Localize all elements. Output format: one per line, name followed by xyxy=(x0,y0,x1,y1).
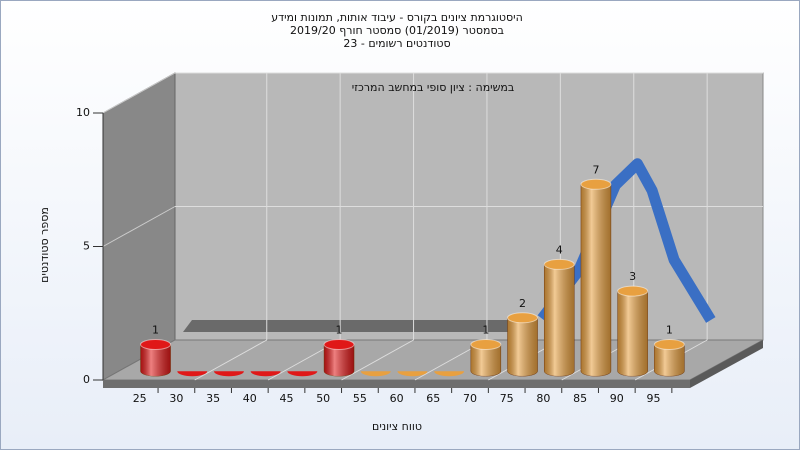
bar-cap xyxy=(543,258,575,270)
bar xyxy=(287,371,318,377)
curve xyxy=(537,158,716,323)
chart-subtitle: סטודנטים רשומים - 23 xyxy=(343,37,450,50)
bar-cap xyxy=(323,339,355,350)
bar xyxy=(617,285,649,377)
bar xyxy=(140,339,172,377)
bar-cap xyxy=(653,339,685,350)
data-label: 1 xyxy=(152,324,159,337)
grid-line-x xyxy=(194,339,267,381)
x-tick-label: 90 xyxy=(610,392,624,405)
bar-cap xyxy=(580,178,612,190)
bar-cap xyxy=(470,339,502,350)
bar-body xyxy=(360,371,391,377)
bar-shade xyxy=(617,291,648,377)
bar xyxy=(434,371,465,377)
bar-body xyxy=(213,371,244,377)
bar xyxy=(580,178,612,377)
bar-shade xyxy=(324,344,355,377)
x-tick-label: 45 xyxy=(280,392,294,405)
bar xyxy=(250,371,281,377)
x-tick-label: 30 xyxy=(169,392,183,405)
x-tick-label: 35 xyxy=(206,392,220,405)
x-tick-label: 65 xyxy=(426,392,440,405)
floor-edge xyxy=(690,340,763,388)
data-label: 1 xyxy=(482,324,489,337)
bar-shade xyxy=(140,344,171,377)
chart-subtitle: בסמסטר (01/2019) סמסטר חורף 2019/20 xyxy=(290,24,504,37)
x-tick-label: 75 xyxy=(500,392,514,405)
bar-cap xyxy=(507,312,539,324)
data-label: 1 xyxy=(336,324,343,337)
bar xyxy=(323,339,355,377)
bar-body xyxy=(397,371,428,377)
x-tick-label: 25 xyxy=(133,392,147,405)
x-tick-label: 60 xyxy=(390,392,404,405)
bar-body xyxy=(177,371,208,377)
bar xyxy=(653,339,685,377)
bar-body xyxy=(287,371,318,377)
bar-shade xyxy=(507,317,538,377)
bar xyxy=(543,258,575,377)
back-strip xyxy=(183,320,515,332)
x-tick-label: 95 xyxy=(647,392,661,405)
data-label: 2 xyxy=(519,297,526,310)
grid-line-x xyxy=(341,339,414,381)
x-tick-label: 40 xyxy=(243,392,257,405)
y-tick-label: 10 xyxy=(76,106,90,119)
bar xyxy=(470,339,502,377)
data-label: 4 xyxy=(556,243,563,256)
x-tick-label: 55 xyxy=(353,392,367,405)
bar-shade xyxy=(654,344,685,377)
bar xyxy=(397,371,428,377)
annotation: במשימה : ציון סופי במחשב המרכזי xyxy=(352,81,515,94)
y-tick-label: 0 xyxy=(83,373,90,386)
y-axis-label: מספר סטודנטים xyxy=(38,207,51,283)
data-label: 1 xyxy=(666,324,673,337)
bar xyxy=(177,371,208,377)
bar-shade xyxy=(544,264,575,377)
x-axis-label: טווח ציונים xyxy=(372,420,422,433)
bar-body xyxy=(250,371,281,377)
chart-title: היסטוגרמת ציונים בקורס - עיבוד אותות, תמ… xyxy=(271,11,523,24)
bar xyxy=(360,371,391,377)
bar-body xyxy=(434,371,465,377)
y-tick-label: 5 xyxy=(83,240,90,253)
data-label: 3 xyxy=(629,270,636,283)
plot: 1 1 1 2 4 7 3 1 xyxy=(140,158,716,377)
x-tick-label: 50 xyxy=(316,392,330,405)
x-tick-label: 80 xyxy=(536,392,550,405)
x-tick-label: 85 xyxy=(573,392,587,405)
bar-cap xyxy=(617,285,649,297)
grid-line xyxy=(102,72,176,114)
floor-edge xyxy=(103,380,690,388)
bar-shade xyxy=(470,344,501,377)
bar-shade xyxy=(580,184,611,377)
bar xyxy=(213,371,244,377)
grid-line xyxy=(102,206,176,247)
x-tick-label: 70 xyxy=(463,392,477,405)
bar-cap xyxy=(140,339,172,350)
data-label: 7 xyxy=(592,163,599,176)
bar xyxy=(507,312,539,377)
